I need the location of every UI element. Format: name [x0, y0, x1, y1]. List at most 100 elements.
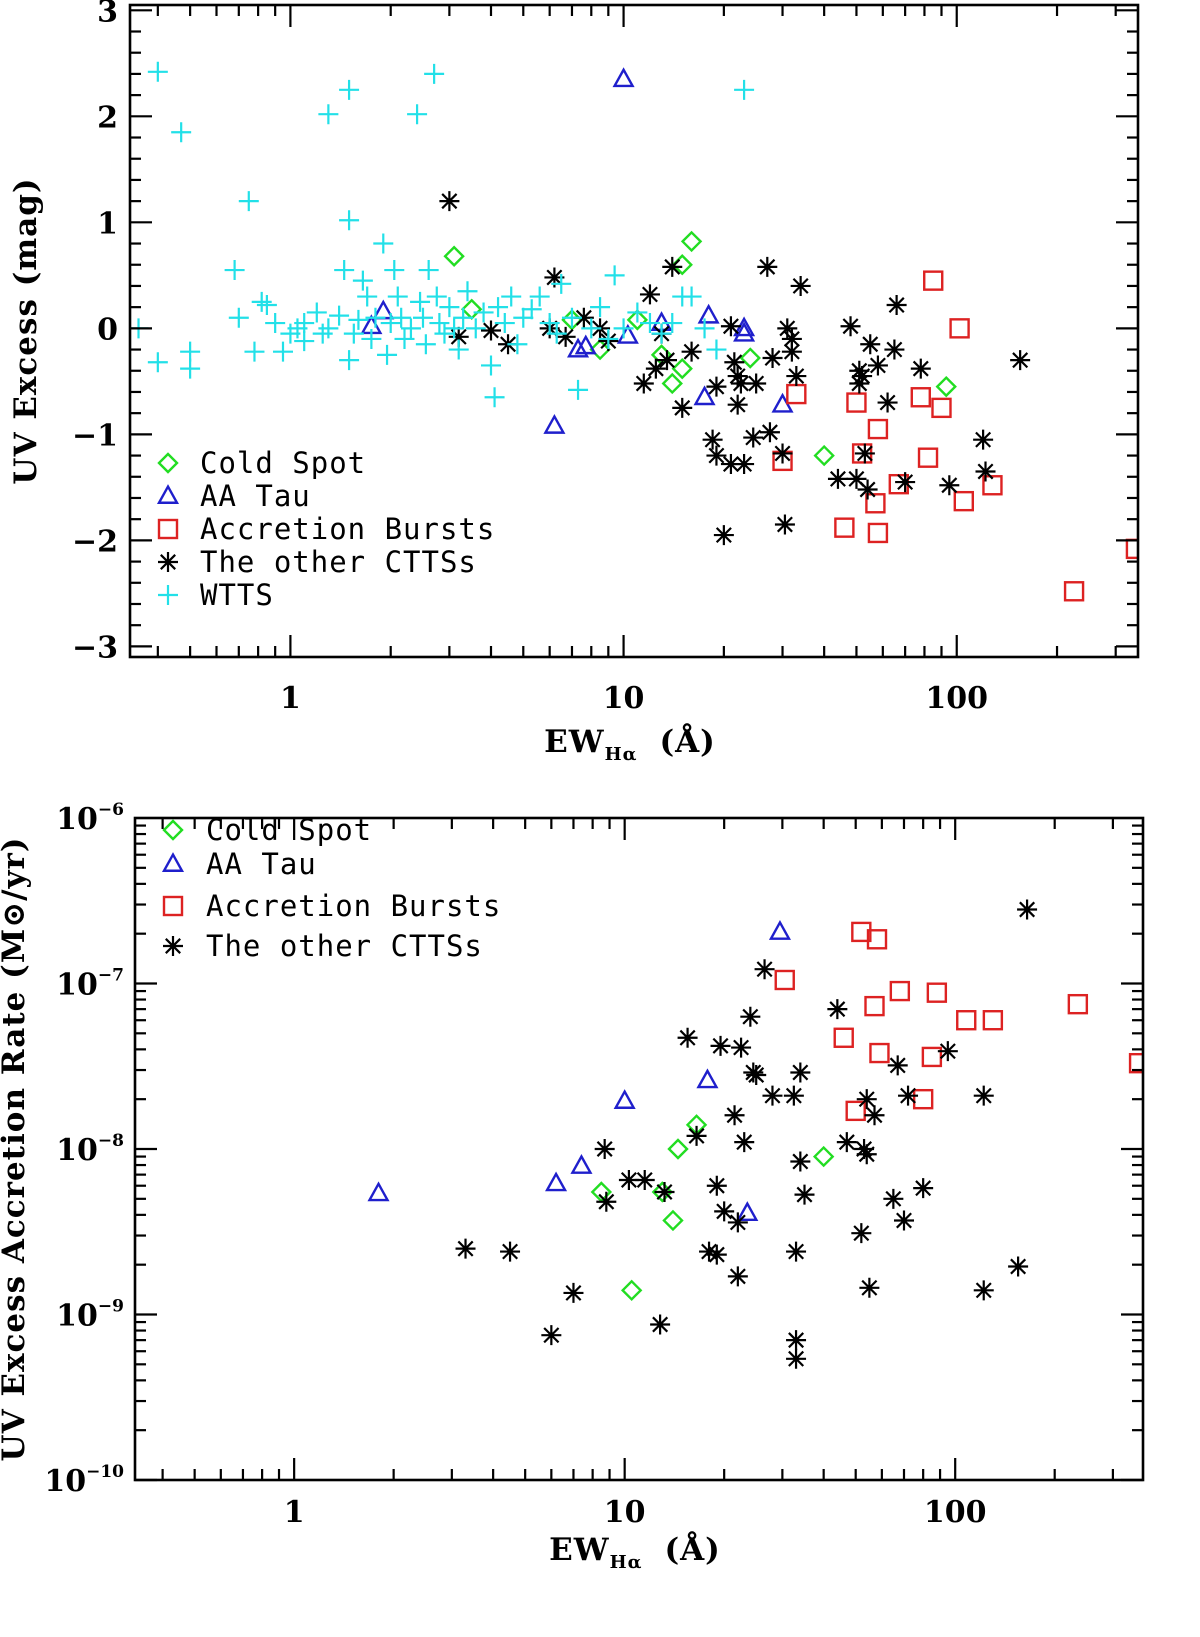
data-point-the-other-cttss	[724, 352, 745, 373]
data-point-the-other-cttss	[757, 256, 778, 277]
data-point-cold-spot	[812, 1145, 835, 1168]
data-point-wtts	[453, 307, 474, 328]
data-point-the-other-cttss	[867, 355, 888, 376]
data-point-the-other-cttss	[731, 1037, 752, 1058]
data-point-wtts	[410, 291, 431, 312]
data-point-wtts	[228, 307, 249, 328]
data-point-wtts	[306, 302, 327, 323]
data-point-aa-tau	[613, 1089, 636, 1109]
data-point-wtts	[391, 307, 412, 328]
data-point-the-other-cttss	[781, 341, 802, 362]
data-point-cold-spot	[662, 1209, 684, 1232]
data-point-aa-tau	[696, 1068, 719, 1089]
data-point-cold-spot	[667, 1138, 689, 1160]
data-point-the-other-cttss	[724, 1105, 745, 1126]
series-accretion-bursts	[774, 921, 1143, 1122]
data-point-wtts	[568, 379, 589, 400]
data-point-wtts	[457, 281, 478, 302]
data-point-aa-tau	[693, 385, 716, 406]
data-point-wtts	[473, 302, 494, 323]
data-point-the-other-cttss	[898, 1085, 919, 1106]
data-point-the-other-cttss	[714, 1201, 735, 1222]
data-point-the-other-cttss	[706, 1244, 727, 1265]
data-point-wtts	[318, 104, 339, 125]
data-point-the-other-cttss	[884, 339, 905, 360]
data-point-accretion-bursts	[889, 980, 911, 1002]
x-tick-label: 100	[925, 681, 988, 716]
data-point-accretion-bursts	[982, 1010, 1004, 1031]
data-point-the-other-cttss	[790, 1151, 811, 1172]
data-point-the-other-cttss	[743, 427, 764, 448]
data-point-the-other-cttss	[849, 373, 870, 394]
legend-label: Cold Spot	[200, 446, 366, 480]
data-point-accretion-bursts	[1063, 581, 1085, 602]
series-the-other-cttss	[439, 191, 1031, 546]
data-point-the-other-cttss	[886, 295, 907, 316]
data-point-the-other-cttss	[840, 316, 861, 337]
plot-area	[367, 899, 1143, 1369]
data-point-the-other-cttss	[762, 1085, 783, 1106]
data-point-the-other-cttss	[754, 959, 775, 980]
data-point-the-other-cttss	[846, 468, 867, 489]
data-point-the-other-cttss	[706, 376, 727, 397]
data-point-wtts	[444, 318, 465, 339]
x-tick-label: 1	[280, 681, 301, 716]
data-point-accretion-bursts	[786, 383, 807, 405]
data-point-accretion-bursts	[917, 447, 939, 468]
legend-label: AA Tau	[206, 847, 317, 881]
data-point-the-other-cttss	[836, 1132, 857, 1153]
legend-label: WTTS	[200, 578, 274, 612]
data-point-wtts	[251, 291, 272, 312]
data-point-the-other-cttss	[500, 1241, 521, 1262]
data-point-the-other-cttss	[852, 366, 873, 387]
data-point-accretion-bursts	[864, 995, 885, 1017]
data-point-cold-spot	[620, 1279, 643, 1302]
data-point-wtts	[334, 260, 355, 281]
data-point-the-other-cttss	[686, 1125, 707, 1146]
data-point-wtts	[339, 350, 360, 371]
data-point-wtts	[539, 313, 560, 334]
data-point-wtts	[639, 313, 660, 334]
data-point-the-other-cttss	[973, 1280, 994, 1301]
data-point-the-other-cttss	[781, 328, 802, 349]
data-point-wtts	[352, 270, 373, 291]
data-point-accretion-bursts	[851, 921, 872, 943]
legend-marker	[157, 518, 179, 540]
data-point-the-other-cttss	[786, 1330, 807, 1351]
data-point-wtts	[706, 339, 727, 360]
data-point-wtts	[513, 307, 534, 328]
data-point-the-other-cttss	[777, 318, 798, 339]
data-point-the-other-cttss	[681, 341, 702, 362]
data-point-the-other-cttss	[645, 358, 666, 379]
x-tick-label: 10	[603, 681, 645, 716]
data-point-accretion-bursts	[774, 969, 795, 991]
data-point-cold-spot	[680, 230, 703, 253]
data-point-cold-spot	[589, 338, 611, 361]
data-point-the-other-cttss	[1008, 1256, 1029, 1277]
data-point-the-other-cttss	[573, 307, 594, 328]
legend-marker	[162, 895, 184, 917]
data-point-the-other-cttss	[639, 284, 660, 305]
y-tick-label: 10−6	[56, 800, 124, 837]
y-tick-label: 10−9	[56, 1297, 124, 1334]
y-tick-label: 3	[97, 0, 118, 29]
data-point-the-other-cttss	[544, 267, 565, 288]
data-point-accretion-bursts	[953, 490, 974, 512]
data-point-accretion-bursts	[931, 397, 952, 419]
x-tick-label: 100	[924, 1495, 987, 1530]
data-point-the-other-cttss	[877, 392, 898, 413]
data-point-the-other-cttss	[740, 1006, 761, 1027]
data-point-accretion-bursts	[869, 1042, 890, 1064]
data-point-wtts	[439, 297, 460, 318]
data-point-wtts	[694, 318, 715, 339]
data-point-wtts	[465, 318, 486, 339]
data-point-wtts	[294, 331, 315, 352]
data-point-the-other-cttss	[895, 472, 916, 493]
data-point-cold-spot	[460, 298, 483, 320]
y-tick-label: 10−7	[56, 966, 124, 1003]
data-point-accretion-bursts	[910, 387, 931, 408]
data-point-wtts	[581, 318, 602, 339]
y-tick-label: 10−8	[56, 1131, 124, 1168]
